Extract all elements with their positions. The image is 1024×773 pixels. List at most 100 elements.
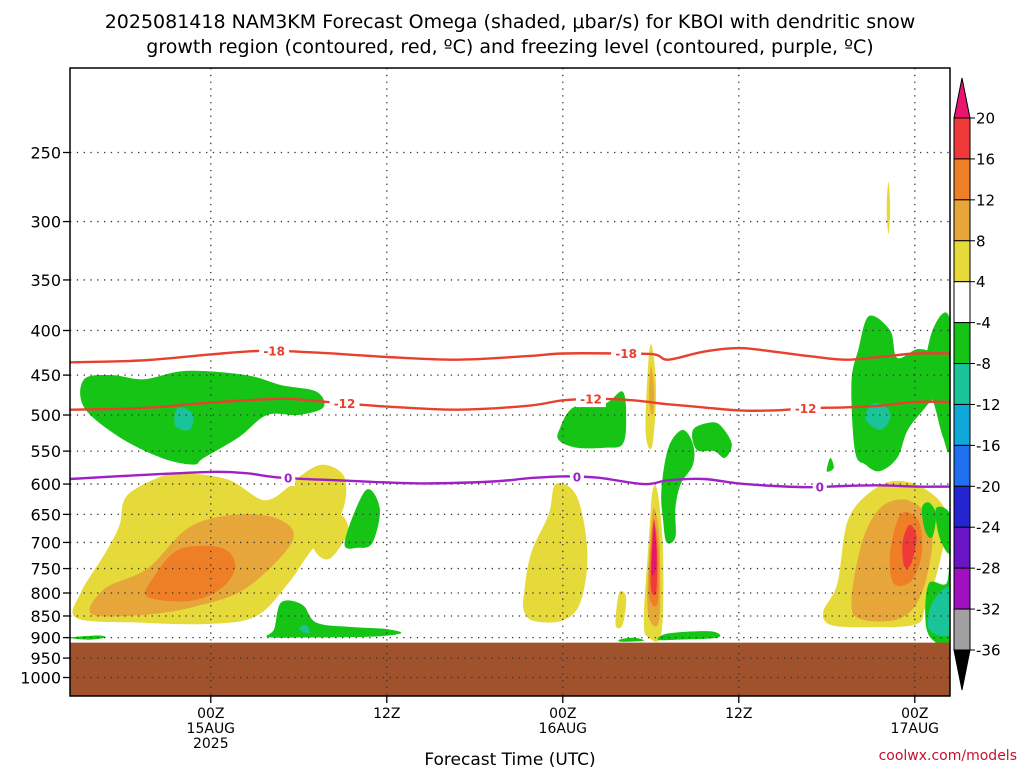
x-axis-label: Forecast Time (UTC): [424, 750, 595, 768]
x-tick-label: 2025: [193, 736, 229, 752]
y-tick-label: 650: [30, 505, 61, 524]
plot-frame: [69, 67, 951, 697]
colorbar-swatch-6: [953, 363, 971, 405]
ground-layer: [70, 642, 950, 696]
contour-label-2-0: 0: [284, 472, 292, 486]
colorbar-label: 8: [976, 232, 986, 250]
colorbar-label: -20: [976, 478, 1001, 496]
y-tick-label: 900: [30, 629, 61, 648]
omega-region-23: [298, 624, 310, 634]
y-tick-label: 250: [30, 144, 61, 163]
colorbar-swatch-1: [953, 158, 971, 201]
contour-label-1-0: -12: [334, 397, 356, 411]
omega-region-22: [266, 600, 402, 638]
colorbar-swatch-9: [953, 485, 971, 528]
omega-region-35: [927, 587, 950, 637]
y-tick-label: 500: [30, 406, 61, 425]
colorbar-label: 20: [976, 110, 995, 128]
y-tick-label: 300: [30, 213, 61, 232]
contour-label-2-1: 0: [573, 470, 581, 484]
omega-region-19: [80, 370, 325, 465]
contour-label-bg: [812, 478, 827, 495]
ground-fill: [70, 642, 950, 696]
colorbar-top-arrow: [953, 77, 971, 119]
y-tick-label: 800: [30, 584, 61, 603]
colorbar-label: 12: [976, 191, 995, 209]
colorbar-swatch-5: [953, 322, 971, 365]
contour-label-bg: [281, 470, 296, 487]
contour-line-2: [70, 470, 950, 489]
x-tick-label: 15AUG: [187, 721, 236, 737]
y-tick-label: 750: [30, 560, 61, 579]
colorbar-swatch-7: [953, 403, 971, 446]
omega-region-20: [174, 407, 194, 431]
colorbar-label: -8: [976, 355, 991, 373]
contour-label-bg: [790, 400, 821, 417]
y-tick-label: 550: [30, 442, 61, 461]
x-tick-label: 00Z: [549, 706, 576, 722]
y-tick-label: 1000: [20, 669, 61, 688]
chart-title-line1: 2025081418 NAM3KM Forecast Omega (shaded…: [105, 11, 916, 33]
y-tick-label: 450: [30, 366, 61, 385]
temperature-contours: -18 -18 -12 -12 -12 0 0 0: [70, 343, 950, 495]
y-tick-label: 600: [30, 475, 61, 494]
colorbar-label: 16: [976, 150, 995, 168]
contour-label-1-1: -12: [580, 393, 602, 407]
colorbar-swatch-8: [953, 444, 971, 487]
contour-label-bg: [611, 345, 642, 362]
contour-label-1-2: -12: [795, 402, 817, 416]
colorbar-swatch-12: [953, 608, 971, 651]
omega-region-29: [826, 457, 834, 472]
omega-region-24: [557, 391, 627, 449]
colorbar-swatch-0: [953, 117, 971, 160]
x-tick-label: 17AUG: [891, 721, 940, 737]
x-tick-label: 12Z: [373, 706, 400, 722]
omega-region-36: [921, 502, 936, 538]
omega-region-5: [615, 591, 627, 629]
colorbar-label: -32: [976, 601, 1001, 619]
colorbar-swatch-11: [953, 567, 971, 610]
y-tick-label: 950: [30, 649, 61, 668]
colorbar-swatch-2: [953, 199, 971, 242]
colorbar-swatch-4: [953, 281, 971, 324]
colorbar-label: -12: [976, 396, 1001, 414]
x-tick-label: 12Z: [725, 706, 752, 722]
contour-line-0: [70, 346, 950, 364]
colorbar-label: -36: [976, 642, 1001, 660]
omega-region-17: [902, 524, 917, 569]
x-tick-label: 00Z: [901, 706, 928, 722]
contour-label-bg: [329, 395, 360, 412]
grid-lines: [70, 68, 950, 696]
y-tick-label: 400: [30, 322, 61, 341]
omega-region-3: [312, 511, 349, 560]
colorbar-label: -4: [976, 314, 991, 332]
omega-region-21: [344, 489, 380, 549]
omega-region-28: [657, 631, 721, 641]
colorbar-label: 4: [976, 273, 986, 291]
colorbar-swatch-10: [953, 526, 971, 569]
omega-region-18: [70, 635, 106, 640]
omega-region-33: [935, 506, 950, 554]
colorbar-label: -28: [976, 560, 1001, 578]
x-tick-label: 16AUG: [539, 721, 588, 737]
omega-region-2: [145, 545, 236, 602]
credit-text: coolwx.com/models: [879, 748, 1017, 764]
omega-region-31: [865, 402, 891, 430]
colorbar-bottom-arrow: [953, 649, 971, 691]
omega-region-13: [886, 181, 891, 234]
colorbar-swatch-3: [953, 240, 971, 283]
contour-label-bg: [569, 468, 584, 485]
omega-region-32: [921, 312, 950, 453]
colorbar-label: -24: [976, 519, 1001, 537]
contour-label-2-2: 0: [816, 480, 824, 494]
colorbar-label: -16: [976, 437, 1001, 455]
contour-label-bg: [575, 391, 606, 408]
omega-shaded-regions: [70, 181, 950, 647]
omega-region-26: [692, 422, 732, 459]
omega-region-4: [522, 483, 588, 623]
omega-region-27: [618, 637, 645, 642]
contour-label-0-1: -18: [615, 347, 637, 361]
